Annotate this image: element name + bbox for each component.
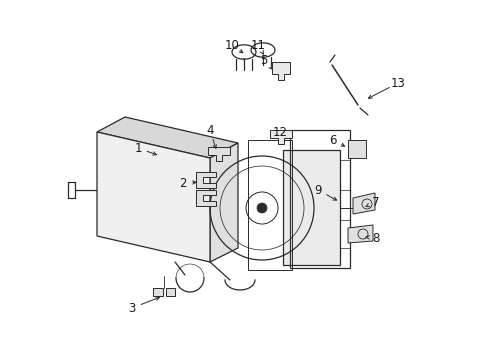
Polygon shape bbox=[97, 132, 209, 262]
Polygon shape bbox=[207, 147, 229, 161]
Text: 10: 10 bbox=[224, 39, 239, 51]
Text: 8: 8 bbox=[371, 231, 379, 244]
Text: 4: 4 bbox=[206, 123, 213, 136]
Polygon shape bbox=[196, 190, 216, 206]
Text: 3: 3 bbox=[128, 302, 135, 315]
Polygon shape bbox=[271, 62, 289, 80]
Polygon shape bbox=[283, 150, 339, 265]
Text: 9: 9 bbox=[314, 184, 321, 197]
Polygon shape bbox=[97, 117, 238, 158]
Polygon shape bbox=[347, 140, 365, 158]
Text: 11: 11 bbox=[250, 39, 265, 51]
Polygon shape bbox=[209, 143, 238, 262]
Text: 12: 12 bbox=[272, 126, 287, 139]
Polygon shape bbox=[153, 288, 163, 296]
Polygon shape bbox=[352, 193, 374, 214]
Polygon shape bbox=[196, 172, 216, 188]
Text: 7: 7 bbox=[371, 195, 379, 208]
Polygon shape bbox=[347, 225, 372, 243]
Polygon shape bbox=[269, 130, 291, 144]
Text: 13: 13 bbox=[390, 77, 405, 90]
Text: 5: 5 bbox=[260, 54, 267, 67]
Text: 2: 2 bbox=[179, 176, 186, 189]
Text: 1: 1 bbox=[134, 141, 142, 154]
Circle shape bbox=[257, 203, 266, 213]
Polygon shape bbox=[165, 288, 175, 296]
Text: 6: 6 bbox=[328, 134, 336, 147]
